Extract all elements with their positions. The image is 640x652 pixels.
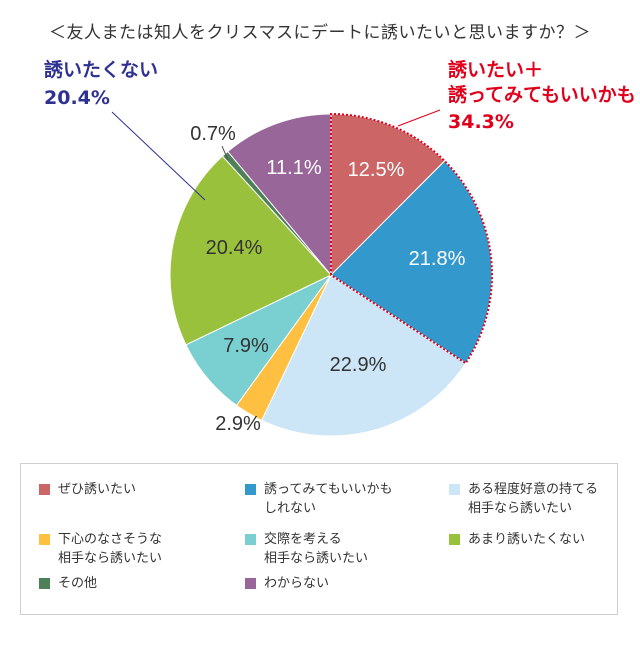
legend-item: 下心のなさそうな 相手なら誘いたい bbox=[39, 530, 162, 568]
legend-item: その他 bbox=[39, 574, 97, 593]
legend-label: ぜひ誘いたい bbox=[58, 482, 137, 497]
legend-label: わからない bbox=[264, 576, 330, 591]
slice-if-liked bbox=[260, 274, 467, 437]
slice-value-label: 20.4% bbox=[206, 237, 263, 259]
legend-item: わからない bbox=[245, 574, 329, 593]
legend-swatch bbox=[39, 484, 50, 495]
legend-item: ある程度好意の持てる 相手なら誘いたい bbox=[449, 480, 598, 518]
other-leader-line bbox=[221, 145, 229, 161]
positive-annotation-line: 誘いたい＋ bbox=[448, 58, 543, 81]
legend: ぜひ誘いたい 誘ってみてもいいかも しれない ある程度好意の持てる 相手なら誘いたい… bbox=[20, 463, 618, 615]
slice-value-label: 7.9% bbox=[223, 335, 269, 357]
slice-value-label: 0.7% bbox=[190, 123, 236, 145]
legend-swatch bbox=[245, 484, 256, 495]
legend-label: 交際を考える 相手なら誘いたい bbox=[264, 532, 369, 566]
legend-label: 誘ってみてもいいかも しれない bbox=[264, 482, 393, 516]
slice-rather-not bbox=[169, 155, 332, 346]
legend-item: 交際を考える 相手なら誘いたい bbox=[245, 530, 368, 568]
slice-value-label: 2.9% bbox=[215, 413, 261, 435]
pie-chart: 12.5% 21.8% 22.9% 2.9% 7.9% 20.4% 0.7% 11.1% 誘いた… bbox=[44, 58, 636, 437]
slice-value-label: 21.8% bbox=[409, 248, 466, 270]
legend-swatch bbox=[245, 578, 256, 589]
slice-dont-know bbox=[227, 113, 332, 277]
positive-annotation-line: 34.3% bbox=[448, 111, 514, 133]
positive-annotation-line: 誘ってみてもいいかも bbox=[448, 83, 636, 106]
negative-annotation-line: 20.4% bbox=[44, 87, 110, 109]
legend-swatch bbox=[39, 534, 50, 545]
slice-value-label: 11.1% bbox=[266, 157, 321, 179]
legend-label: あまり誘いたくない bbox=[468, 532, 586, 547]
slice-value-label: 22.9% bbox=[330, 354, 387, 376]
positive-leader-line bbox=[397, 109, 441, 127]
legend-swatch bbox=[449, 484, 460, 495]
legend-item: ぜひ誘いたい bbox=[39, 480, 136, 499]
legend-item: あまり誘いたくない bbox=[449, 530, 585, 549]
negative-annotation-line: 誘いたくない bbox=[44, 58, 158, 81]
legend-label: 下心のなさそうな 相手なら誘いたい bbox=[58, 532, 163, 566]
legend-swatch bbox=[245, 534, 256, 545]
slice-value-label: 12.5% bbox=[348, 159, 405, 181]
legend-item: 誘ってみてもいいかも しれない bbox=[245, 480, 392, 518]
legend-label: その他 bbox=[58, 576, 98, 591]
positive-group-outline bbox=[330, 112, 494, 365]
legend-swatch bbox=[449, 534, 460, 545]
chart-title: ＜友人または知人をクリスマスにデートに誘いたいと思いますか？＞ bbox=[49, 23, 591, 43]
negative-leader-line bbox=[111, 111, 206, 201]
legend-swatch bbox=[39, 578, 50, 589]
legend-label: ある程度好意の持てる 相手なら誘いたい bbox=[468, 482, 599, 516]
